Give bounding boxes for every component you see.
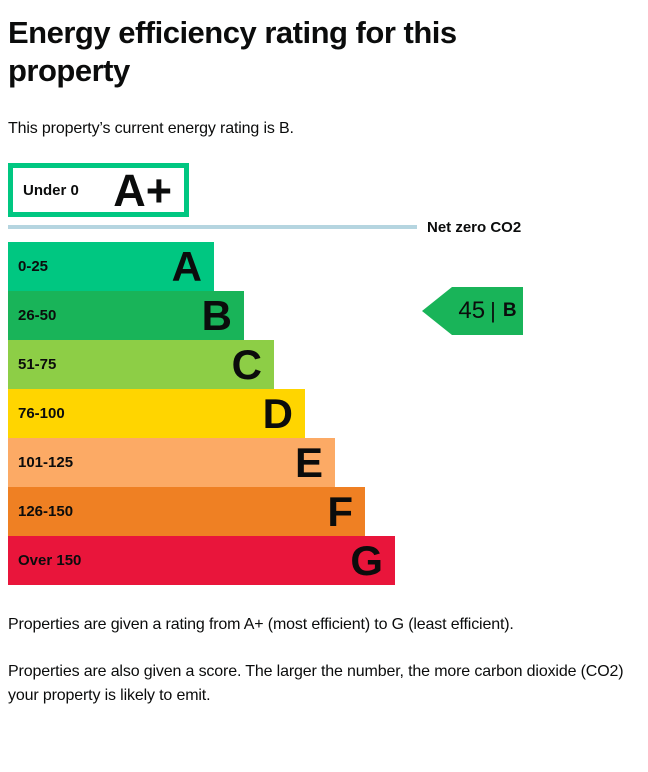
band-row-e: 101-125 E xyxy=(8,438,335,487)
current-rating-marker: 45 | B xyxy=(422,287,523,335)
band-range-label: 101-125 xyxy=(18,454,74,471)
band-letter: D xyxy=(262,389,293,437)
band-range-label: 0-25 xyxy=(18,258,49,275)
band-range-label: 126-150 xyxy=(18,503,74,520)
band-range-label: 26-50 xyxy=(18,307,57,324)
band-range-label: 51-75 xyxy=(18,356,57,373)
band-letter: E xyxy=(294,438,323,486)
current-rating-score: 45 xyxy=(458,297,486,324)
band-range-label: 76-100 xyxy=(18,405,65,422)
rating-bands: 0-25 A 26-50 B 51-75 C 76-100 D 101-125 … xyxy=(8,242,640,585)
band-a-plus-letter: A+ xyxy=(113,164,172,216)
band-row-g: Over 150 G xyxy=(8,536,395,585)
current-rating-arrow-icon xyxy=(422,287,523,335)
band-row-c: 51-75 C xyxy=(8,340,274,389)
net-zero-label: Net zero CO2 xyxy=(427,218,522,236)
band-letter: A xyxy=(171,242,202,290)
band-letter: B xyxy=(201,291,232,339)
band-letter: C xyxy=(231,340,262,388)
current-rating-letter: B xyxy=(502,300,517,321)
band-row-b: 26-50 B xyxy=(8,291,244,340)
band-a-plus-range-label: Under 0 xyxy=(23,181,79,199)
band-a-plus-box: Under 0 A+ xyxy=(8,163,189,217)
band-range-label: Over 150 xyxy=(18,552,82,569)
epc-page: Energy efficiency rating for this proper… xyxy=(0,14,648,708)
band-letter: G xyxy=(350,536,383,584)
page-title: Energy efficiency rating for this proper… xyxy=(8,15,457,88)
net-zero-line xyxy=(8,225,417,229)
rating-explanation: Properties are given a rating from A+ (m… xyxy=(8,616,514,633)
current-rating-value: 45 | B xyxy=(452,287,523,335)
energy-rating-chart: Under 0 A+ Net zero CO2 0-25 A 26-50 B 5… xyxy=(8,163,640,585)
current-rating-summary: This property’s current energy rating is… xyxy=(8,120,294,137)
score-explanation: Properties are also given a score. The l… xyxy=(8,663,624,704)
net-zero-row: Net zero CO2 xyxy=(8,218,640,236)
band-row-d: 76-100 D xyxy=(8,389,305,438)
band-letter: F xyxy=(327,487,353,535)
current-rating-divider: | xyxy=(490,298,496,323)
band-row-a: 0-25 A xyxy=(8,242,214,291)
band-row-f: 126-150 F xyxy=(8,487,365,536)
